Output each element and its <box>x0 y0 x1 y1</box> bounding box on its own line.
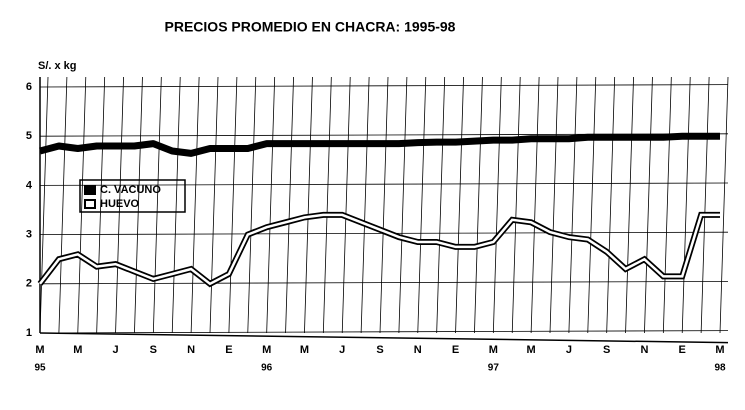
y-tick-label: 3 <box>26 229 32 241</box>
grid-line-vertical <box>474 76 483 334</box>
x-tick-label: J <box>339 344 345 356</box>
grid-line-vertical <box>341 76 351 334</box>
grid-line-vertical <box>190 76 200 334</box>
y-tick-label: 6 <box>26 81 32 93</box>
y-tick-label: 5 <box>26 130 32 142</box>
grid-line-vertical <box>644 76 653 334</box>
grid-line-vertical <box>360 76 370 334</box>
grid-line-vertical <box>152 76 162 334</box>
grid-line-vertical <box>587 76 597 334</box>
series-line <box>39 132 720 157</box>
y-tick-label: 2 <box>26 278 32 290</box>
grid-line-vertical <box>492 76 502 334</box>
grid-line-vertical <box>304 76 313 334</box>
grid-line-vertical <box>134 76 143 334</box>
grid-line-vertical <box>96 76 106 334</box>
grid-line-vertical <box>39 76 49 334</box>
year-label: 97 <box>488 363 500 374</box>
series-line-inner <box>39 213 720 286</box>
x-tick-label: M <box>262 344 271 356</box>
grid-line-vertical <box>171 76 181 334</box>
grid-line <box>39 84 729 88</box>
grid-line-vertical <box>549 76 559 334</box>
x-tick-label: S <box>150 344 157 356</box>
x-tick-label: M <box>300 344 309 356</box>
x-tick-label: M <box>73 344 82 356</box>
x-tick-label: M <box>715 344 724 356</box>
grid-line-vertical <box>455 76 464 334</box>
y-tick-label: 4 <box>26 179 33 191</box>
grid-line-vertical <box>379 76 389 334</box>
legend-swatch <box>84 185 96 195</box>
grid-line-vertical <box>247 76 257 334</box>
grid-line-vertical <box>662 76 672 334</box>
year-label: 96 <box>261 363 273 374</box>
x-tick-label: E <box>679 344 686 356</box>
grid-line-vertical <box>209 76 219 334</box>
chart-title: PRECIOS PROMEDIO EN CHACRA: 1995-98 <box>165 19 456 35</box>
grid-line-vertical <box>228 76 238 334</box>
x-tick-label: M <box>527 344 536 356</box>
legend-swatch <box>84 199 96 209</box>
legend-label: C. VACUNO <box>100 184 161 196</box>
grid-line <box>39 182 729 186</box>
grid-line-vertical <box>681 76 691 334</box>
x-tick-label: J <box>566 344 572 356</box>
grid-line-vertical <box>266 76 276 334</box>
year-label: 95 <box>34 363 46 374</box>
y-tick-label: 1 <box>26 327 32 339</box>
grid-line-vertical <box>625 76 634 334</box>
x-tick-label: M <box>489 344 498 356</box>
grid-line-vertical <box>606 76 616 334</box>
grid-line-vertical <box>436 76 446 334</box>
x-tick-label: M <box>35 344 44 356</box>
grid-line-vertical <box>700 76 710 334</box>
x-axis <box>39 332 729 344</box>
grid-line-vertical <box>285 76 294 334</box>
x-tick-label: E <box>225 344 232 356</box>
grid-line <box>39 280 729 285</box>
grid-line-vertical <box>511 76 521 334</box>
year-label: 98 <box>714 363 726 374</box>
grid-line <box>39 330 729 334</box>
grid-line-vertical <box>719 76 729 334</box>
grid-line-vertical <box>398 76 408 334</box>
grid-line-vertical <box>568 76 578 334</box>
y-axis-label: S/. x kg <box>38 60 77 72</box>
x-tick-label: S <box>376 344 383 356</box>
grid-line-vertical <box>417 76 427 334</box>
grid-line-vertical <box>58 76 68 334</box>
x-tick-label: N <box>187 344 195 356</box>
x-tick-label: N <box>640 344 648 356</box>
grid-line-vertical <box>322 76 332 334</box>
x-tick-label: N <box>414 344 422 356</box>
grid-line-vertical <box>77 76 87 334</box>
x-tick-label: E <box>452 344 459 356</box>
x-tick-label: S <box>603 344 610 356</box>
legend-label: HUEVO <box>100 198 140 210</box>
x-tick-label: J <box>112 344 118 356</box>
grid-line-vertical <box>115 76 124 334</box>
grid-line-vertical <box>530 76 540 334</box>
